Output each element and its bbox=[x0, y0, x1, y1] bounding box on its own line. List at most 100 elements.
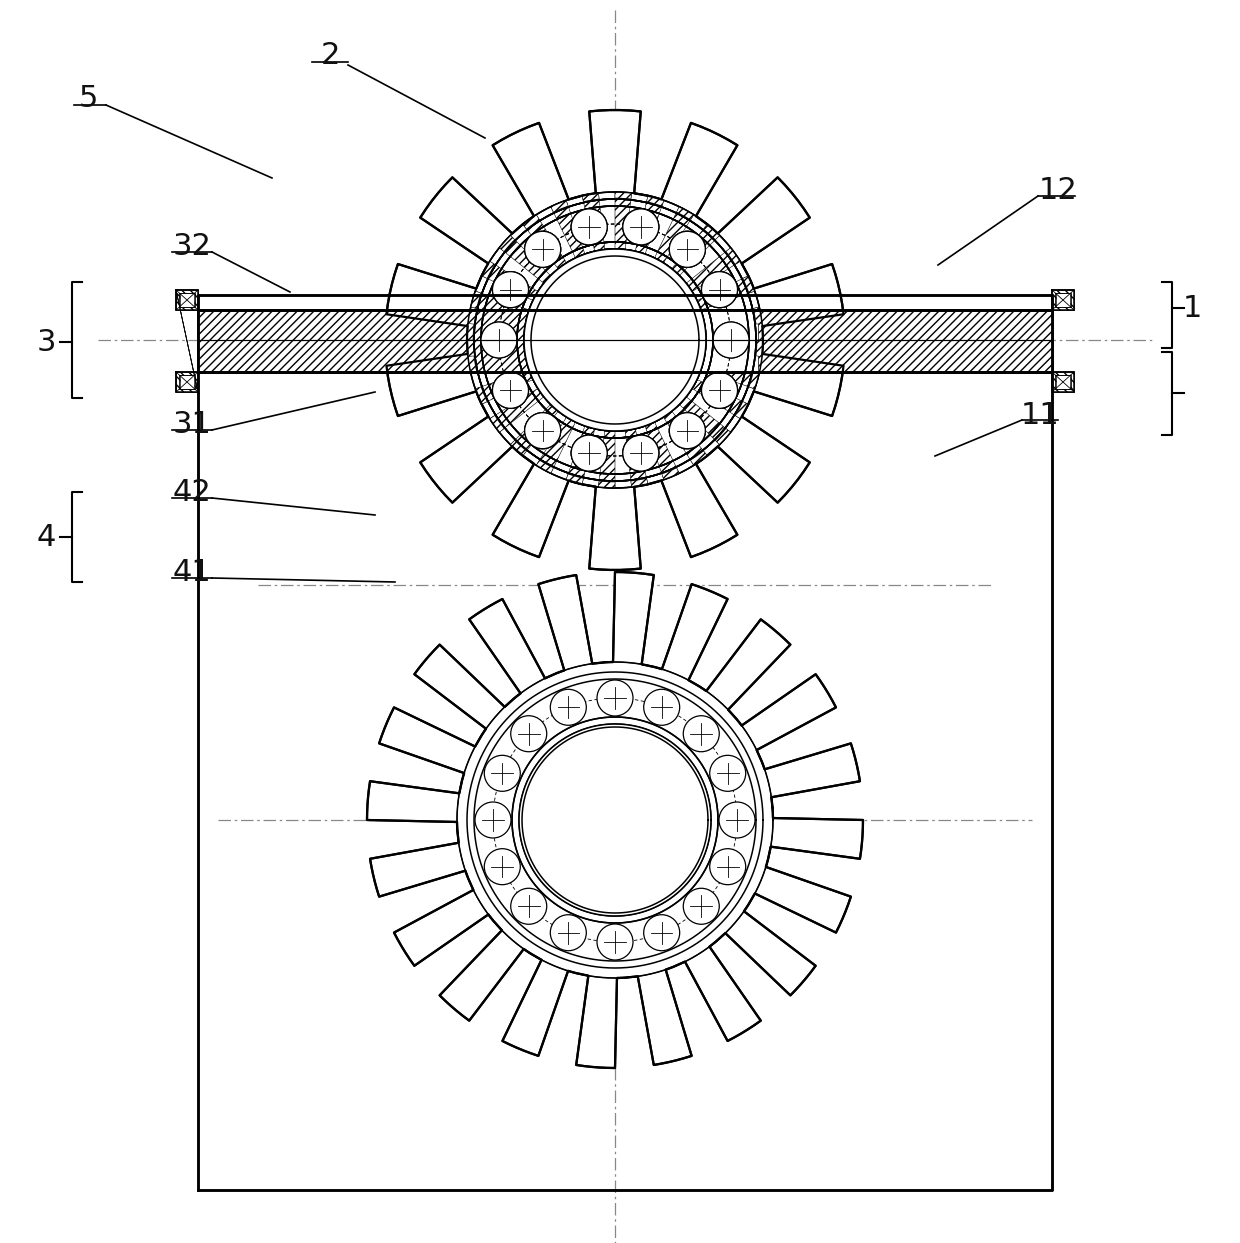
Bar bbox=[180, 293, 193, 307]
Polygon shape bbox=[582, 193, 605, 259]
Circle shape bbox=[481, 322, 517, 358]
Circle shape bbox=[670, 231, 706, 267]
Polygon shape bbox=[686, 377, 749, 419]
Polygon shape bbox=[500, 235, 515, 251]
Circle shape bbox=[525, 250, 706, 430]
Circle shape bbox=[492, 272, 528, 308]
Polygon shape bbox=[523, 215, 570, 275]
Bar bbox=[198, 310, 1052, 372]
Circle shape bbox=[670, 413, 706, 449]
Polygon shape bbox=[677, 206, 693, 220]
Polygon shape bbox=[634, 195, 663, 261]
Circle shape bbox=[551, 690, 587, 725]
Circle shape bbox=[702, 272, 738, 308]
Circle shape bbox=[525, 413, 560, 449]
Polygon shape bbox=[715, 429, 730, 445]
Text: 42: 42 bbox=[172, 477, 211, 506]
Polygon shape bbox=[631, 479, 649, 487]
Polygon shape bbox=[471, 291, 481, 308]
Circle shape bbox=[713, 322, 749, 358]
Circle shape bbox=[525, 231, 560, 267]
Polygon shape bbox=[743, 276, 755, 293]
Polygon shape bbox=[681, 247, 740, 296]
Bar bbox=[1052, 290, 1074, 310]
Circle shape bbox=[481, 322, 517, 358]
Circle shape bbox=[702, 373, 738, 409]
Circle shape bbox=[525, 413, 560, 449]
Polygon shape bbox=[599, 481, 615, 488]
Bar bbox=[1052, 372, 1074, 392]
Circle shape bbox=[713, 322, 749, 358]
Text: 1: 1 bbox=[1182, 293, 1202, 322]
Bar bbox=[176, 290, 198, 310]
Circle shape bbox=[511, 889, 547, 925]
Circle shape bbox=[532, 257, 698, 423]
Bar bbox=[1052, 290, 1074, 310]
Bar bbox=[198, 310, 1052, 372]
Circle shape bbox=[525, 250, 706, 430]
Circle shape bbox=[572, 209, 608, 245]
Circle shape bbox=[572, 435, 608, 471]
Circle shape bbox=[551, 915, 587, 951]
Bar bbox=[1056, 375, 1070, 389]
Circle shape bbox=[572, 209, 608, 245]
Circle shape bbox=[713, 322, 749, 358]
Polygon shape bbox=[691, 276, 755, 312]
Circle shape bbox=[492, 272, 528, 308]
Polygon shape bbox=[475, 387, 487, 404]
Circle shape bbox=[481, 322, 517, 358]
Circle shape bbox=[532, 257, 698, 423]
Polygon shape bbox=[511, 440, 527, 456]
Polygon shape bbox=[467, 323, 532, 341]
Circle shape bbox=[702, 373, 738, 409]
Polygon shape bbox=[511, 399, 563, 456]
Polygon shape bbox=[551, 200, 588, 265]
Circle shape bbox=[622, 209, 658, 245]
Bar bbox=[198, 310, 670, 372]
Circle shape bbox=[709, 756, 745, 792]
Circle shape bbox=[644, 915, 680, 951]
Text: 5: 5 bbox=[78, 83, 98, 113]
Bar bbox=[1056, 293, 1070, 307]
Circle shape bbox=[520, 725, 711, 915]
Circle shape bbox=[622, 435, 658, 471]
Polygon shape bbox=[471, 291, 536, 321]
Polygon shape bbox=[727, 247, 740, 265]
Circle shape bbox=[683, 889, 719, 925]
Circle shape bbox=[670, 231, 706, 267]
Polygon shape bbox=[697, 307, 763, 331]
Polygon shape bbox=[615, 191, 631, 199]
Bar bbox=[176, 372, 198, 392]
Polygon shape bbox=[490, 384, 549, 433]
Polygon shape bbox=[467, 355, 476, 373]
Bar bbox=[180, 375, 193, 389]
Circle shape bbox=[572, 435, 608, 471]
Text: 4: 4 bbox=[36, 522, 56, 552]
Polygon shape bbox=[387, 111, 843, 571]
Polygon shape bbox=[500, 235, 556, 287]
Polygon shape bbox=[615, 191, 631, 256]
Circle shape bbox=[492, 373, 528, 409]
Text: 32: 32 bbox=[172, 231, 212, 261]
Polygon shape bbox=[662, 467, 680, 480]
Circle shape bbox=[702, 272, 738, 308]
Polygon shape bbox=[490, 415, 503, 433]
Circle shape bbox=[492, 373, 528, 409]
Circle shape bbox=[622, 435, 658, 471]
Polygon shape bbox=[756, 341, 763, 357]
Polygon shape bbox=[660, 405, 707, 465]
Circle shape bbox=[622, 209, 658, 245]
Polygon shape bbox=[481, 261, 495, 278]
Polygon shape bbox=[698, 341, 763, 357]
Polygon shape bbox=[475, 368, 539, 404]
Polygon shape bbox=[749, 372, 759, 389]
Circle shape bbox=[622, 435, 658, 471]
Circle shape bbox=[670, 413, 706, 449]
Polygon shape bbox=[467, 349, 533, 373]
Polygon shape bbox=[642, 415, 680, 480]
Polygon shape bbox=[694, 359, 759, 389]
Polygon shape bbox=[691, 451, 707, 465]
Circle shape bbox=[492, 373, 528, 409]
Circle shape bbox=[702, 373, 738, 409]
Circle shape bbox=[572, 435, 608, 471]
